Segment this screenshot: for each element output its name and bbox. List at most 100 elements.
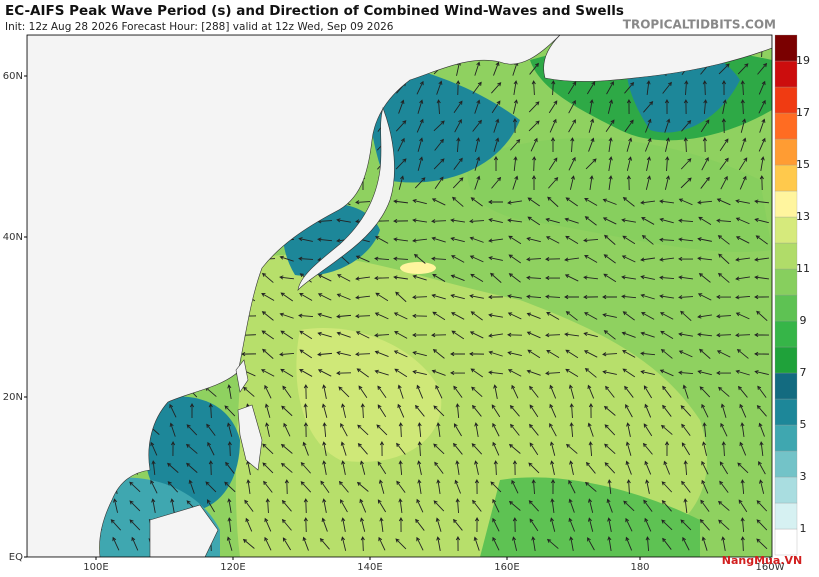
arrow <box>264 536 272 551</box>
arrow <box>737 462 749 474</box>
arrow <box>622 197 635 207</box>
arrow <box>393 350 408 358</box>
arrow <box>624 119 634 132</box>
arrow <box>550 479 556 495</box>
arrow <box>549 423 557 437</box>
arrow <box>703 99 708 115</box>
arrow <box>398 99 405 114</box>
arrow <box>660 348 673 359</box>
arrow <box>547 196 559 208</box>
arrow <box>678 295 694 300</box>
arrow <box>528 120 540 132</box>
arrow <box>170 498 175 513</box>
arrow <box>738 499 748 513</box>
arrow <box>625 517 633 532</box>
arrow <box>659 275 675 280</box>
arrow <box>570 137 575 153</box>
arrow <box>721 441 726 457</box>
arrow <box>550 460 555 475</box>
arrow <box>625 441 632 456</box>
arrow <box>643 100 654 113</box>
arrow <box>622 311 635 321</box>
arrow <box>356 368 369 378</box>
arrow <box>588 118 595 133</box>
arrow <box>564 257 579 262</box>
arrow <box>412 218 427 223</box>
arrow <box>395 120 407 132</box>
arrow <box>680 519 692 531</box>
arrow <box>188 479 195 494</box>
arrow <box>474 156 481 171</box>
arrow <box>583 294 599 300</box>
arrow <box>716 370 732 376</box>
lon-label: 160W <box>756 562 785 573</box>
arrow <box>355 314 371 319</box>
arrow <box>280 443 293 454</box>
arrow <box>735 312 750 320</box>
arrow <box>720 175 728 190</box>
arrow <box>702 422 707 438</box>
arrow <box>513 156 518 172</box>
arrow <box>488 238 503 243</box>
arrow <box>434 176 444 190</box>
arrow <box>662 404 672 417</box>
arrow <box>699 386 711 398</box>
arrow <box>303 384 308 400</box>
arrow <box>602 352 618 357</box>
land-philippines <box>237 404 263 471</box>
arrow <box>664 441 670 457</box>
arrow <box>737 63 749 75</box>
arrow <box>397 137 405 152</box>
arrow <box>300 462 311 474</box>
arrow <box>722 99 727 114</box>
arrow <box>299 349 313 359</box>
arrow <box>493 460 498 476</box>
arrow <box>700 119 710 133</box>
arrow <box>621 255 636 263</box>
arrow <box>607 517 612 532</box>
arrow <box>678 350 693 358</box>
arrow <box>588 403 594 419</box>
arrow <box>431 293 446 300</box>
arrow <box>393 237 408 242</box>
arrow <box>262 348 274 359</box>
arrow <box>716 218 732 223</box>
arrow <box>757 62 768 75</box>
arrow <box>167 462 179 473</box>
arrow <box>583 332 598 338</box>
arrow <box>661 519 673 531</box>
arrow <box>719 461 729 475</box>
colorbar-box <box>774 320 798 348</box>
arrow <box>131 536 139 551</box>
arrow <box>735 257 750 262</box>
arrow <box>659 217 674 224</box>
arrow <box>756 538 768 550</box>
arrow <box>244 499 254 512</box>
arrow <box>469 255 484 263</box>
arrow <box>716 314 732 319</box>
arrow <box>450 236 465 243</box>
arrow <box>374 333 390 338</box>
arrow <box>280 330 294 340</box>
arrow <box>416 536 424 551</box>
arrow <box>640 200 655 205</box>
arrow <box>759 118 766 133</box>
arrow <box>608 175 613 190</box>
region-long-period <box>235 254 707 557</box>
arrow <box>607 536 612 551</box>
arrow <box>396 442 406 455</box>
arrow <box>450 370 466 376</box>
arrow <box>456 80 461 96</box>
arrow <box>701 403 709 418</box>
arrow <box>377 499 387 513</box>
arrow <box>377 385 387 398</box>
arrow <box>721 80 727 96</box>
arrow <box>472 119 482 132</box>
arrow <box>526 369 541 376</box>
arrow <box>321 517 328 532</box>
arrow <box>436 80 443 95</box>
arrow <box>603 330 616 340</box>
arrow <box>452 177 464 189</box>
arrow <box>758 422 765 437</box>
arrow <box>702 137 707 153</box>
